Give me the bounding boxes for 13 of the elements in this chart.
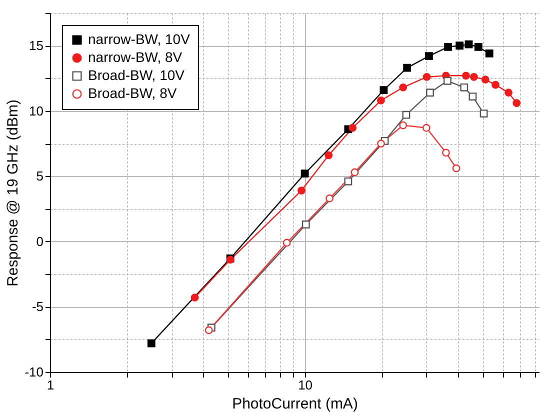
x-axis-title: PhotoCurrent (mA) [232,396,358,412]
y-tick-label: 0 [36,234,44,249]
y-tick-label: 10 [29,103,44,118]
x-tick-label: 1 [46,378,54,392]
legend-label: Broad-BW, 8V [88,85,178,101]
y-tick-label: -10 [24,364,44,380]
y-tick-label: 15 [29,38,44,54]
legend-label: narrow-BW, 8V [88,49,183,65]
y-tick-label: 5 [36,168,44,184]
y-axis-title: Response @ 19 GHz (dBm) [4,100,22,286]
y-tick-label: -5 [32,299,44,314]
legend-label: narrow-BW, 10V [88,31,191,47]
legend-label: Broad-BW, 10V [88,67,186,83]
